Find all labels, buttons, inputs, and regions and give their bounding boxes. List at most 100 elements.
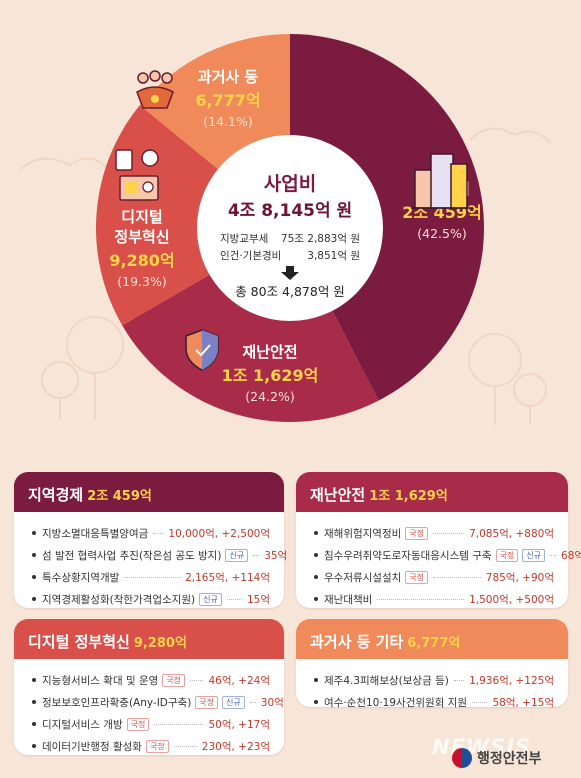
list-item-label: 재난대책비 [324,593,373,606]
new-badge: 신규 [225,548,249,562]
bullet-icon [314,531,318,535]
document-screen-icon [115,149,159,201]
dotted-leader [453,679,465,681]
national-agenda-badge: 국정 [162,673,186,687]
dotted-leader [377,598,465,600]
panel-digital-header: 디지털 정부혁신 9,280억 [14,619,284,659]
slice-label-2: 디지털 정부혁신 9,280억 (19.3%) [109,208,174,289]
panel-regional-amount: 2조 459억 [87,489,152,504]
national-agenda-badge: 국정 [195,695,219,709]
slice-percent-0: (42.5%) [417,226,466,241]
list-item-label: 지방소멸대응특별양여금 [42,527,149,540]
list-item-value: 785억, +90억 [485,571,554,584]
center-row-label-0: 지방교부세 [220,233,268,245]
dotted-leader [190,679,204,681]
list-item-value: 10,000억, +2,500억 [168,527,270,540]
panel-history-amount: 6,777억 [407,636,461,651]
panel-digital-amount: 9,280억 [133,636,187,651]
slice-amount-3: 6,777억 [195,91,260,110]
panel-history-header: 과거사 등 기타 6,777억 [296,619,568,659]
list-item-value: 46억, +24억 [208,674,270,687]
list-item-value: 1,500억, +500억 [469,593,554,606]
bullet-icon [32,744,36,748]
national-agenda-badge: 국정 [405,570,429,584]
center-total: 4조 8,145억 원 [228,201,352,221]
panel-safety-list: 재해위험지역정비 국정 7,085억, +880억 침수우려취약도로자동대응시스템 구… [310,522,581,610]
list-item-value: 7,085억, +880억 [469,527,554,540]
list-item-value: 58억, +15억 [492,696,554,709]
list-item-label: 디지털서비스 개방 [42,718,123,731]
newsis-watermark: NEWSIS [432,735,532,759]
list-item-value: 2,165억, +114억 [185,571,270,584]
shield-icon [185,329,219,371]
slice-percent-1: (24.2%) [245,389,294,404]
bullet-icon [314,553,318,557]
bullet-icon [32,575,36,579]
new-badge: 신규 [222,695,245,709]
dotted-leader [153,532,164,534]
slice-percent-3: (14.1%) [203,114,252,129]
bullet-icon [32,597,36,601]
panel-safety-header: 재난안전 1조 1,629억 [296,472,568,512]
panel-history: 과거사 등 기타 6,777억 제주4.3피해보상(보상금 등) 1,936억, +… [296,619,568,709]
dotted-leader [550,554,557,556]
slice-percent-2: (19.3%) [117,274,166,289]
new-badge: 신규 [199,592,222,606]
list-item: 지방소멸대응특별양여금 10,000억, +2,500억 [28,522,270,544]
list-item: 우수저류시설설치 국정 785억, +90억 [310,566,554,588]
list-item-label: 정보보호인프라확충(Any-ID구축) [42,696,192,709]
list-item-value: 50억, +17억 [208,718,270,731]
list-item: 지역경제활성화(착한가격업소지원) 신규 15억 [28,588,270,610]
bullet-icon [32,553,36,557]
dotted-leader [226,598,242,600]
center-title: 사업비 [264,173,316,195]
list-item: 데이터기반행정 활성화 국정 230억, +23억 [28,735,270,757]
list-item-value: 68억 [561,549,581,562]
panel-regional-title: 지역경제 [28,486,84,504]
people-icon [136,70,174,109]
list-item-label: 섬 발전 협력사업 추진(작은섬 공도 방지) [42,549,222,562]
list-item-label: 재해위험지역정비 [324,527,402,540]
list-item-label: 제주4.3피해보상(보상금 등) [324,674,449,687]
list-item: 제주4.3피해보상(보상금 등) 1,936억, +125억 [310,669,554,691]
bullet-icon [32,722,36,726]
ministry-name: 행정안전부 [477,751,542,767]
national-agenda-badge: 국정 [126,717,150,731]
ministry-logo: 행정안전부 [452,748,541,768]
list-item-label: 데이터기반행정 활성화 [42,740,142,753]
bullet-icon [314,597,318,601]
list-item-value: 30억 [260,696,284,709]
center-row-value-0: 75조 2,883억 원 [281,233,360,245]
center-disc [197,135,383,321]
list-item-value: 15억 [246,593,270,606]
panel-digital-list: 지능형서비스 확대 및 운영 국정 46억, +24억 정보보호인프라확충(Any-I… [28,669,284,757]
panel-safety-title: 재난안전 [310,486,366,504]
center-row-label-1: 인건·기본경비 [220,249,281,262]
dotted-leader [124,576,181,578]
slice-amount-2: 9,280억 [109,251,174,270]
list-item: 침수우려취약도로자동대응시스템 구축 국정 신규 68억 [310,544,581,566]
list-item: 특수상황지역개발 2,165억, +114억 [28,566,270,588]
list-item: 지능형서비스 확대 및 운영 국정 46억, +24억 [28,669,270,691]
list-item-label: 특수상황지역개발 [42,571,120,584]
dotted-leader [173,745,197,747]
center-grand-total: 총 80조 4,878억 원 [235,284,345,299]
pie-slice-0 [290,34,484,401]
list-item: 정보보호인프라확충(Any-ID구축) 국정 신규 30억 [28,691,284,713]
bullet-icon [32,678,36,682]
panel-history-title: 과거사 등 기타 [310,633,404,651]
list-item-value: 35억 [264,549,288,562]
list-item: 섬 발전 협력사업 추진(작은섬 공도 방지) 신규 35억 [28,544,287,566]
list-item: 재해위험지역정비 국정 7,085억, +880억 [310,522,554,544]
list-item-label: 침수우려취약도로자동대응시스템 구축 [324,549,492,562]
national-agenda-badge: 국정 [145,739,169,753]
bullet-icon [314,575,318,579]
panel-digital-title: 디지털 정부혁신 [28,633,130,651]
slice-label-1: 재난안전 1조 1,629억 (24.2%) [222,343,319,404]
list-item-label: 지역경제활성화(착한가격업소지원) [42,593,196,606]
list-item: 재난대책비 1,500억, +500억 [310,588,554,610]
bullet-icon [32,700,36,704]
list-item-value: 1,936억, +125억 [469,674,554,687]
